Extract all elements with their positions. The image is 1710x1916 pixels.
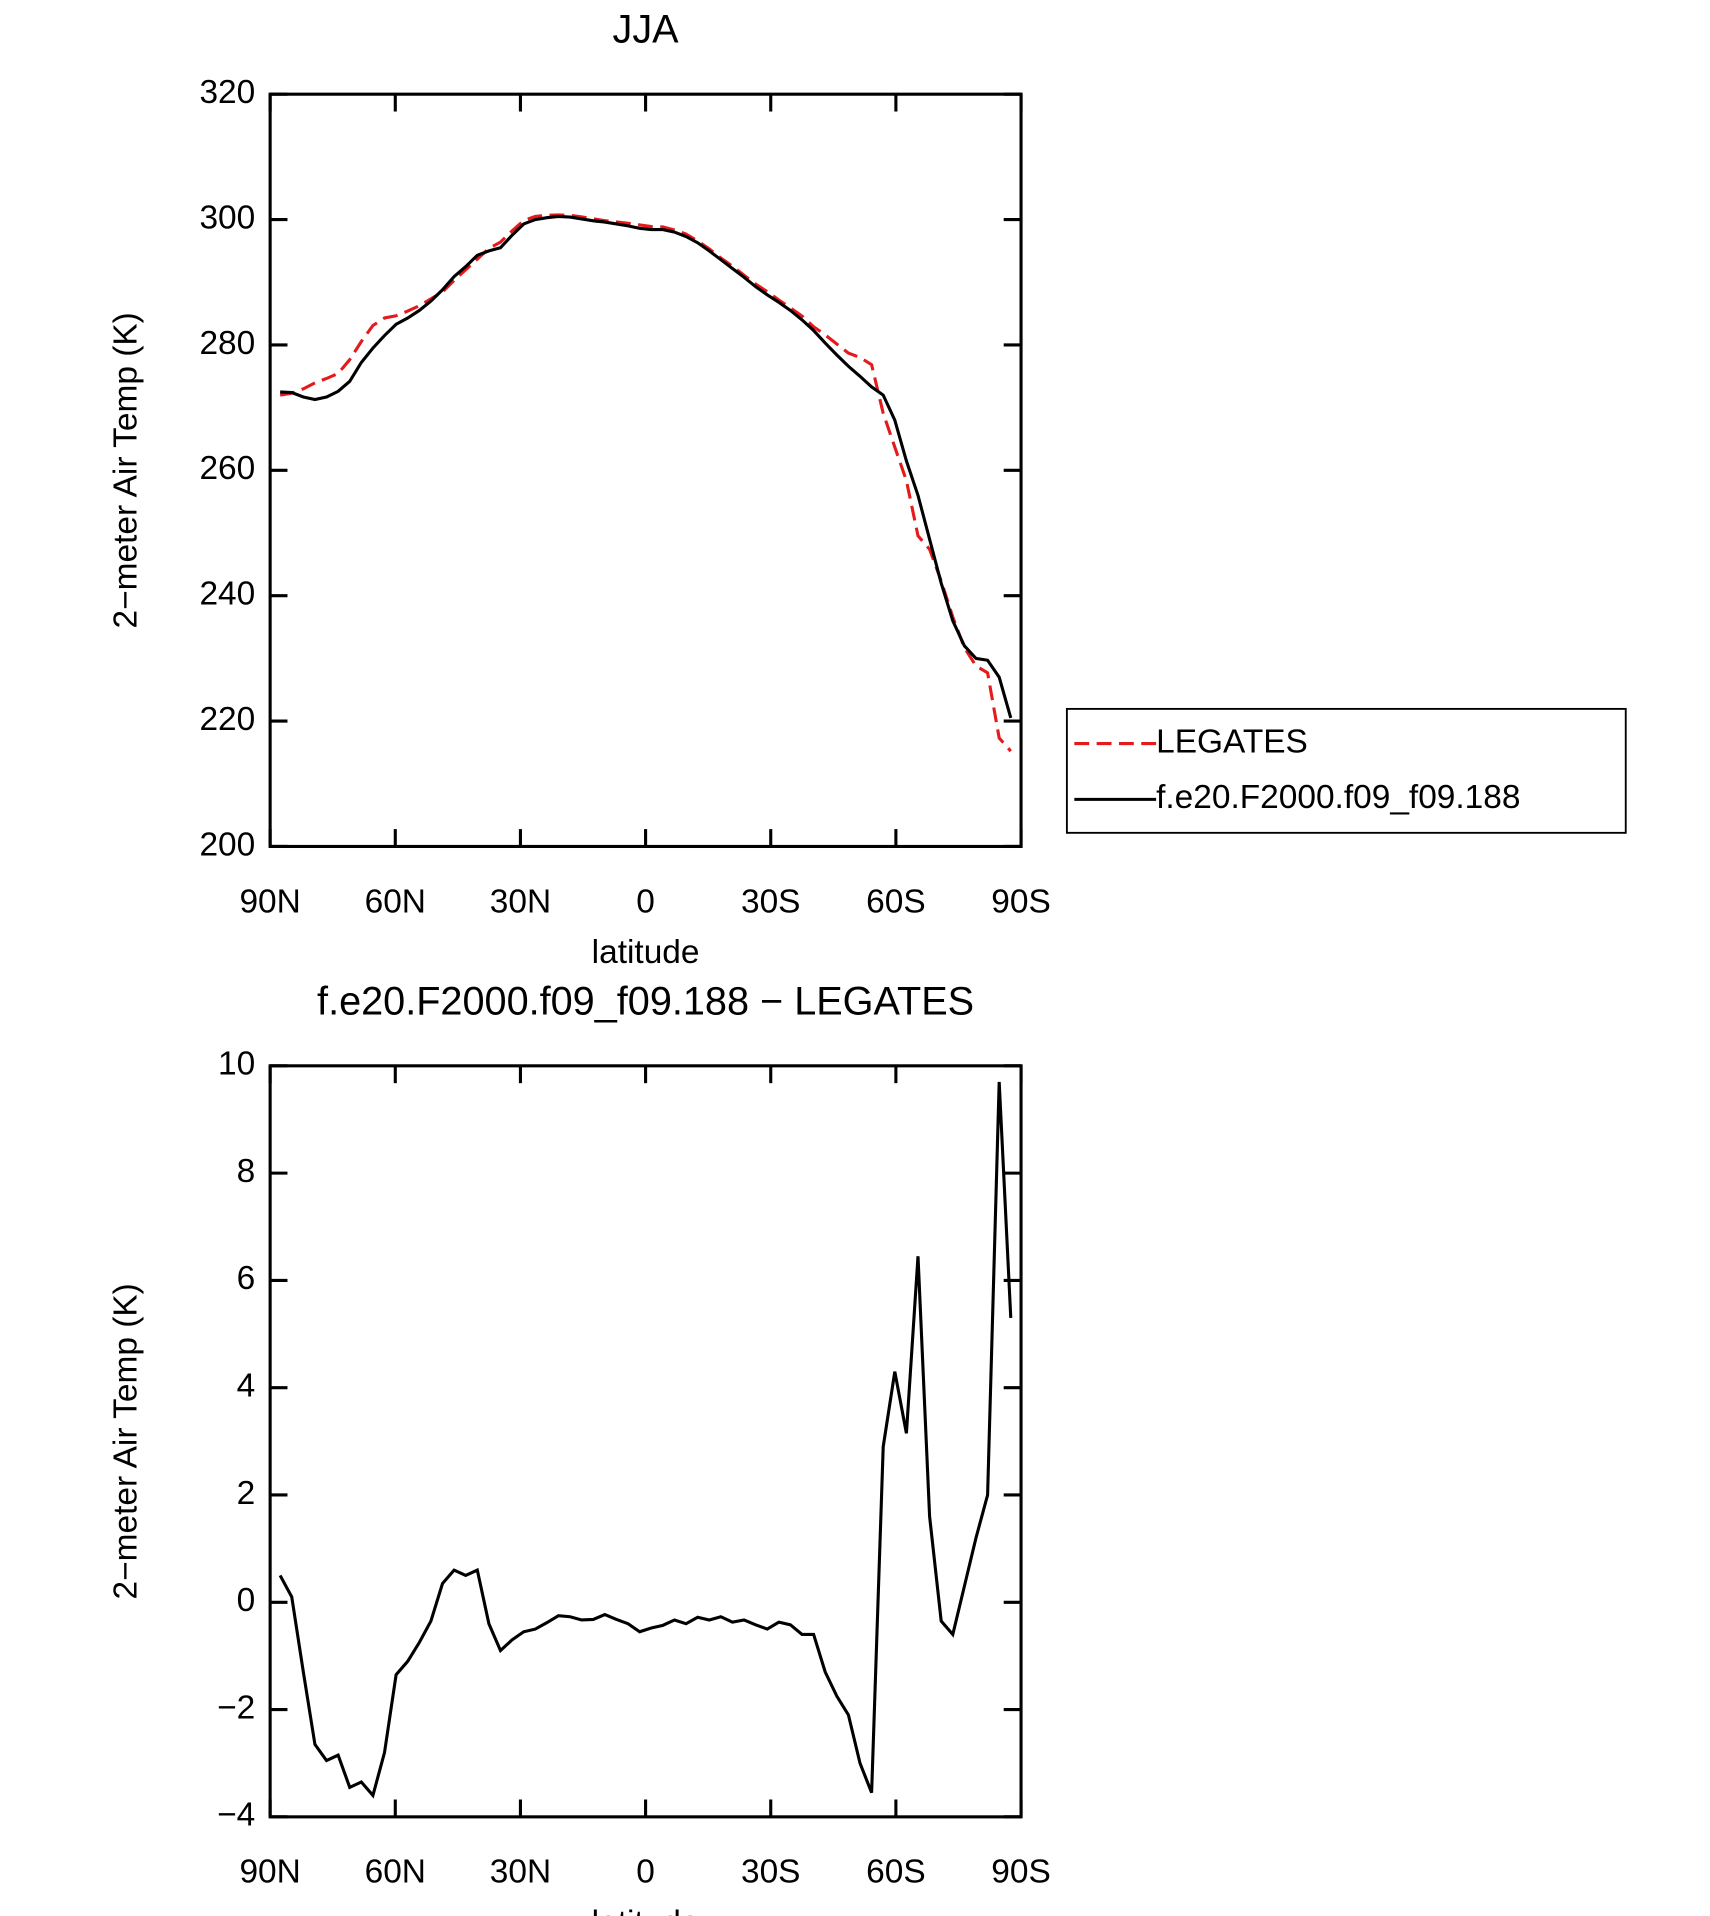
x-axis-label: latitude [592, 1905, 700, 1916]
x-tick-label: 30S [741, 883, 800, 920]
legend-box [1065, 707, 1627, 834]
y-tick-label: 320 [199, 74, 255, 111]
data-line [278, 1081, 1013, 1799]
x-axis-label: latitude [592, 934, 700, 971]
y-tick-label: 10 [218, 1046, 255, 1083]
x-tick-label: 90N [239, 1854, 300, 1891]
x-tick-label: 90S [991, 883, 1050, 920]
y-tick-label: 300 [199, 199, 255, 236]
x-tick-label: 60S [866, 1854, 925, 1891]
y-tick-label: −2 [217, 1689, 255, 1726]
legend-label: LEGATES [1156, 723, 1308, 760]
x-tick-label: 60S [866, 883, 925, 920]
x-tick-label: 90N [239, 883, 300, 920]
plot-frame [268, 1064, 1023, 1819]
x-tick-label: 0 [636, 883, 655, 920]
x-tick-label: 30N [490, 883, 551, 920]
x-tick-label: 60N [365, 883, 426, 920]
y-tick-label: 220 [199, 701, 255, 738]
data-line [279, 213, 1012, 753]
data-line [280, 214, 1013, 719]
x-tick-label: 60N [365, 1854, 426, 1891]
y-tick-label: 200 [199, 826, 255, 863]
x-tick-label: 90S [991, 1854, 1050, 1891]
x-tick-label: 30S [741, 1854, 800, 1891]
y-tick-label: 0 [237, 1582, 256, 1619]
plot-frame [268, 92, 1023, 849]
y-tick-label: 280 [199, 325, 255, 362]
y-axis-label: 2−meter Air Temp (K) [107, 312, 144, 628]
y-tick-label: −4 [217, 1797, 255, 1834]
y-tick-label: 4 [237, 1368, 256, 1405]
x-tick-label: 0 [636, 1854, 655, 1891]
y-tick-label: 240 [199, 576, 255, 613]
chart-title: JJA [613, 8, 680, 52]
y-tick-label: 260 [199, 450, 255, 487]
y-axis-label: 2−meter Air Temp (K) [107, 1283, 144, 1599]
x-tick-label: 30N [490, 1854, 551, 1891]
y-tick-label: 6 [237, 1260, 256, 1297]
chart-title: f.e20.F2000.f09_f09.188 − LEGATES [317, 979, 974, 1023]
y-tick-label: 8 [237, 1153, 256, 1190]
y-tick-label: 2 [237, 1475, 256, 1512]
legend-label: f.e20.F2000.f09_f09.188 [1156, 779, 1520, 816]
